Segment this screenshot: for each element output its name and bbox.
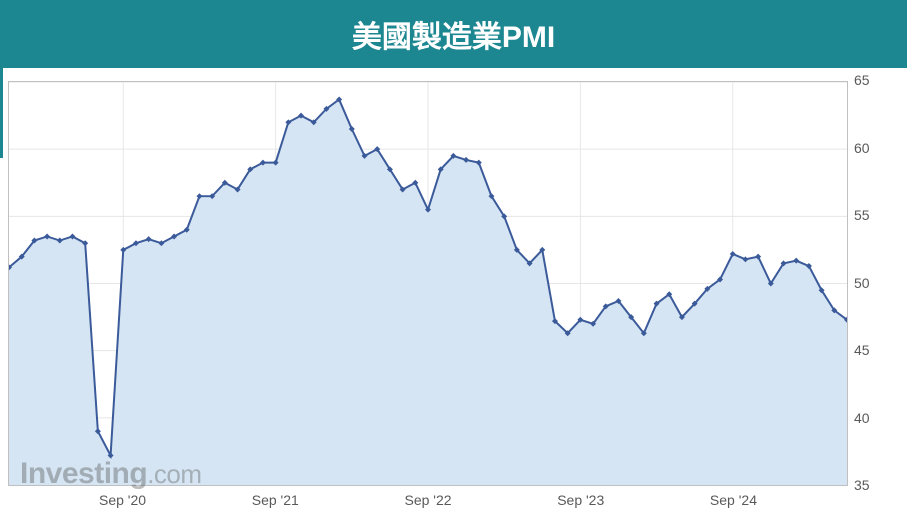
chart-svg <box>9 82 847 485</box>
y-axis-label: 35 <box>854 477 894 493</box>
x-axis-label: Sep '20 <box>99 492 146 508</box>
x-axis-label: Sep '21 <box>252 492 299 508</box>
x-axis-label: Sep '24 <box>710 492 757 508</box>
y-axis-label: 65 <box>854 72 894 88</box>
watermark-brand: Investing <box>20 457 147 490</box>
y-axis-label: 45 <box>854 342 894 358</box>
chart-plot-area <box>8 81 848 486</box>
watermark: Investing.com <box>20 457 202 491</box>
y-axis-label: 60 <box>854 140 894 156</box>
watermark-suffix: .com <box>147 459 201 489</box>
chart-title: 美國製造業PMI <box>352 21 555 54</box>
chart-container: Investing.com 35 40 45 50 55 60 65 Sep '20 Sep '… <box>0 71 907 521</box>
y-axis-label: 40 <box>854 410 894 426</box>
chart-title-bar: 美國製造業PMI <box>0 0 907 71</box>
x-axis-label: Sep '22 <box>404 492 451 508</box>
x-axis-label: Sep '23 <box>557 492 604 508</box>
y-axis-label: 55 <box>854 207 894 223</box>
y-axis-label: 50 <box>854 275 894 291</box>
